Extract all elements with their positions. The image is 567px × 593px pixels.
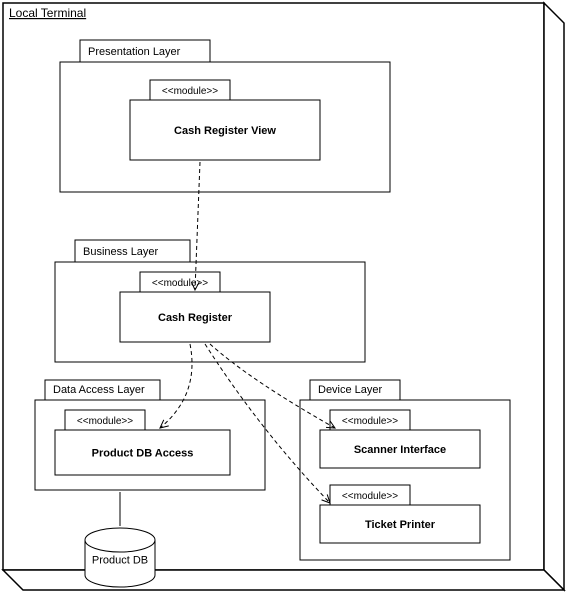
ticket-printer-name: Ticket Printer — [365, 519, 436, 531]
scanner-interface-stereotype: <<module>> — [342, 416, 398, 427]
device-layer-title: Device Layer — [318, 384, 383, 396]
product-db-top — [85, 528, 155, 552]
presentation-layer-title: Presentation Layer — [88, 46, 181, 58]
data-access-layer-title: Data Access Layer — [53, 384, 145, 396]
product-db-access-stereotype: <<module>> — [77, 416, 133, 427]
scanner-interface-name: Scanner Interface — [354, 444, 446, 456]
frame-title: Local Terminal — [9, 6, 86, 20]
cash-register-name: Cash Register — [158, 312, 233, 324]
cash-register-view-name: Cash Register View — [174, 125, 276, 137]
cash-register-view-stereotype: <<module>> — [162, 86, 218, 97]
ticket-printer-stereotype: <<module>> — [342, 491, 398, 502]
frame-side — [544, 3, 564, 590]
product-db-label: Product DB — [92, 555, 148, 567]
cash-register-stereotype: <<module>> — [152, 278, 208, 289]
product-db-access-name: Product DB Access — [92, 448, 194, 460]
business-layer-title: Business Layer — [83, 246, 159, 258]
